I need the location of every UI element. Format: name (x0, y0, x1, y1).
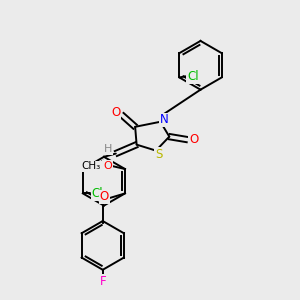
Text: Cl: Cl (92, 187, 103, 200)
Text: H: H (104, 144, 112, 154)
Text: N: N (160, 113, 169, 127)
Text: CH₃: CH₃ (82, 161, 101, 171)
Text: O: O (103, 161, 112, 171)
Text: F: F (99, 274, 106, 288)
Text: O: O (100, 190, 109, 203)
Text: S: S (155, 148, 163, 161)
Text: Cl: Cl (187, 70, 199, 83)
Text: O: O (189, 133, 198, 146)
Text: O: O (111, 106, 120, 119)
